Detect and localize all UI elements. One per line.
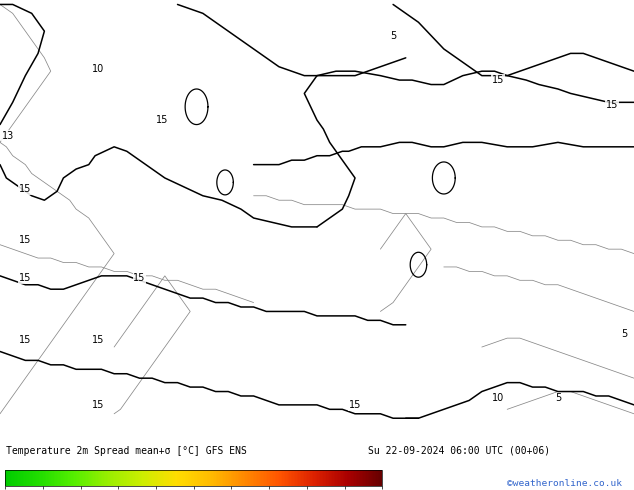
Text: 15: 15 xyxy=(155,115,168,125)
Text: 15: 15 xyxy=(349,400,361,410)
Text: 15: 15 xyxy=(92,335,105,345)
Text: 15: 15 xyxy=(133,273,146,283)
Text: 15: 15 xyxy=(605,99,618,110)
Text: 10: 10 xyxy=(92,64,105,74)
Text: Su 22-09-2024 06:00 UTC (00+06): Su 22-09-2024 06:00 UTC (00+06) xyxy=(368,446,550,456)
Text: 5: 5 xyxy=(390,30,396,41)
Text: 15: 15 xyxy=(19,273,32,283)
Text: 15: 15 xyxy=(92,400,105,410)
Text: 5: 5 xyxy=(621,329,628,339)
Text: 15: 15 xyxy=(19,235,32,245)
Text: 5: 5 xyxy=(555,393,561,403)
Text: 10: 10 xyxy=(491,393,504,403)
Text: Temperature 2m Spread mean+σ [°C] GFS ENS: Temperature 2m Spread mean+σ [°C] GFS EN… xyxy=(6,446,247,456)
Text: 15: 15 xyxy=(19,184,32,194)
Text: ©weatheronline.co.uk: ©weatheronline.co.uk xyxy=(507,479,622,488)
Text: 15: 15 xyxy=(19,335,32,345)
Text: 13: 13 xyxy=(1,131,14,141)
Text: 15: 15 xyxy=(491,75,504,85)
